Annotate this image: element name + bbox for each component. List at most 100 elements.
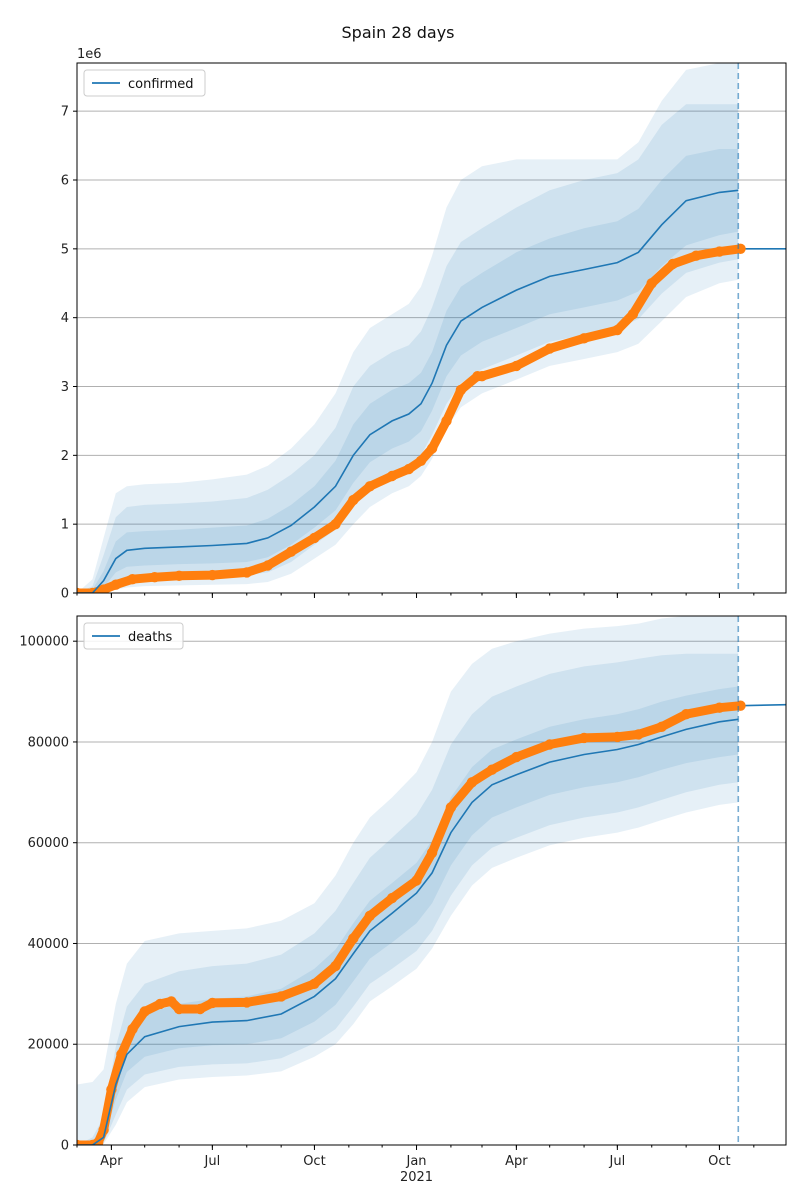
observed-point-30 bbox=[656, 721, 667, 732]
observed-point-8 bbox=[155, 998, 166, 1010]
observed-point-13 bbox=[348, 494, 359, 506]
observed-point-31 bbox=[714, 246, 725, 257]
observed-point-25 bbox=[511, 751, 522, 763]
axes-frame bbox=[76, 615, 787, 1146]
model-line bbox=[77, 189, 739, 593]
observed-point-23 bbox=[466, 777, 478, 788]
band75-region bbox=[77, 104, 739, 593]
ytick-label-3: 3 bbox=[61, 380, 69, 395]
observed-point-6 bbox=[173, 570, 185, 581]
xtick-label-4: Apr bbox=[505, 1154, 528, 1169]
observed-point-32 bbox=[714, 702, 725, 713]
xtick-label-3: Jan bbox=[405, 1154, 426, 1169]
observed-point-18 bbox=[364, 910, 376, 921]
band50-region bbox=[77, 686, 739, 1145]
observed-point-16 bbox=[403, 463, 414, 475]
band50-region bbox=[77, 149, 739, 593]
observed-point-3 bbox=[110, 579, 122, 590]
observed-point-25 bbox=[578, 333, 590, 344]
ytick-label-5: 100000 bbox=[19, 635, 69, 650]
observed-point-22 bbox=[445, 802, 457, 813]
observed-point-6 bbox=[127, 1023, 138, 1035]
observed-point-10 bbox=[285, 546, 297, 557]
observed-point-3 bbox=[98, 1124, 109, 1136]
observed-point-24 bbox=[486, 764, 498, 775]
observed-point-8 bbox=[241, 567, 252, 578]
observed-trail bbox=[77, 701, 745, 1145]
ytick-label-5: 5 bbox=[61, 242, 69, 257]
xtick-label-6: Oct bbox=[708, 1154, 730, 1169]
observed-point-27 bbox=[627, 309, 639, 320]
ytick-label-2: 2 bbox=[61, 449, 69, 464]
observed-point-19 bbox=[386, 892, 398, 904]
observed-point-24 bbox=[544, 343, 555, 354]
observed-point-11 bbox=[309, 532, 320, 544]
observed-point-0 bbox=[77, 1139, 83, 1145]
observed-point-28 bbox=[612, 731, 623, 743]
observed-point-31 bbox=[680, 709, 692, 720]
observed-point-5 bbox=[149, 572, 160, 583]
legend: confirmed bbox=[83, 69, 206, 97]
xtick-label-2: Oct bbox=[303, 1154, 325, 1169]
legend-box bbox=[83, 69, 206, 97]
observed-point-11 bbox=[195, 1003, 206, 1015]
ytick-label-0: 0 bbox=[61, 587, 69, 602]
figure-title: Spain 28 days bbox=[342, 23, 455, 42]
observed-point-15 bbox=[309, 978, 320, 989]
observed-point-9 bbox=[166, 996, 177, 1007]
observed-point-17 bbox=[348, 933, 359, 944]
confirmed-panel: 0 1 2 3 4 5 6 7 1e6 confirmed bbox=[61, 47, 787, 602]
ytick-label-6: 6 bbox=[61, 174, 69, 189]
observed-point-33 bbox=[735, 700, 746, 711]
xtick-label-5: Jul bbox=[609, 1154, 626, 1169]
observed-point-2 bbox=[98, 584, 109, 593]
observed-point-9 bbox=[262, 560, 273, 571]
observed-point-19 bbox=[441, 415, 452, 427]
legend-label: deaths bbox=[128, 630, 173, 645]
observed-point-7 bbox=[207, 569, 218, 581]
deaths-panel: 0 20000 40000 60000 80000 100000 Apr Jul Oct Jan A… bbox=[19, 615, 787, 1185]
observed-point-29 bbox=[667, 258, 678, 270]
axes-frame bbox=[76, 62, 787, 594]
observed-point-21 bbox=[426, 847, 438, 858]
observed-point-26 bbox=[544, 739, 555, 750]
observed-point-22 bbox=[476, 371, 488, 382]
legend-label: confirmed bbox=[128, 77, 194, 92]
observed-point-0 bbox=[77, 587, 83, 593]
observed-point-15 bbox=[386, 470, 398, 482]
xtick-label-0: Apr bbox=[100, 1154, 123, 1169]
x-year-label: 2021 bbox=[400, 1170, 433, 1185]
observed-point-23 bbox=[511, 360, 522, 372]
observed-point-17 bbox=[415, 455, 427, 466]
ytick-label-2: 40000 bbox=[28, 937, 69, 952]
observed-point-10 bbox=[173, 1003, 185, 1015]
observed-point-32 bbox=[735, 243, 746, 254]
model-line bbox=[77, 718, 739, 1145]
observed-point-13 bbox=[241, 997, 252, 1008]
observed-point-27 bbox=[578, 732, 590, 744]
observed-point-28 bbox=[646, 278, 657, 289]
legend: deaths bbox=[83, 622, 184, 650]
observed-point-20 bbox=[411, 875, 422, 886]
observed-point-14 bbox=[364, 481, 376, 492]
plot-area bbox=[77, 616, 786, 1145]
observed-point-5 bbox=[116, 1049, 127, 1060]
observed-point-4 bbox=[127, 574, 138, 585]
observed-point-14 bbox=[276, 991, 287, 1002]
ytick-label-3: 60000 bbox=[28, 836, 69, 851]
observed-point-7 bbox=[139, 1006, 150, 1017]
y-offset-label: 1e6 bbox=[77, 47, 102, 62]
ytick-label-4: 80000 bbox=[28, 735, 69, 750]
observed-point-26 bbox=[612, 324, 623, 336]
projection-line bbox=[740, 703, 786, 707]
band95-region bbox=[77, 63, 739, 593]
observed-point-29 bbox=[633, 729, 644, 740]
ytick-label-0: 0 bbox=[61, 1139, 69, 1154]
observed-point-12 bbox=[330, 519, 341, 530]
ytick-label-4: 4 bbox=[61, 311, 69, 326]
observed-point-20 bbox=[455, 384, 467, 396]
observed-point-18 bbox=[426, 443, 438, 454]
band95-region bbox=[77, 616, 739, 1145]
ytick-label-7: 7 bbox=[61, 105, 69, 120]
